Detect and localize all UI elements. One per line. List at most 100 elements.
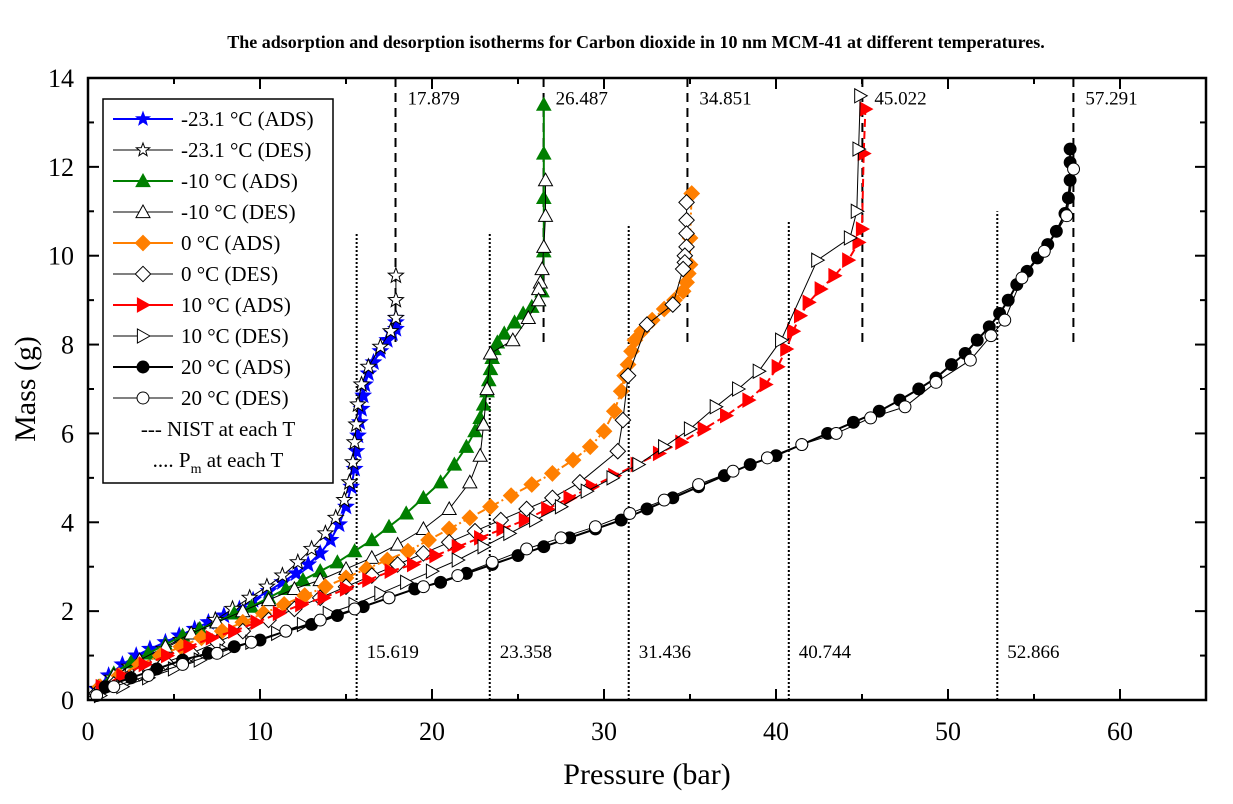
data-point [535, 145, 552, 160]
data-point [363, 549, 380, 564]
data-point [771, 358, 786, 375]
chart-title: The adsorption and desorption isotherms … [227, 32, 1045, 52]
data-point [382, 591, 396, 605]
data-point [638, 316, 656, 333]
axes: 0 10 20 30 40 50 60 0 2 4 6 8 10 12 14 [48, 64, 1208, 746]
data-point [998, 313, 1012, 327]
data-point [842, 252, 857, 269]
data-point [406, 556, 422, 573]
data-point [864, 411, 878, 425]
data-point [537, 172, 554, 187]
data-point [855, 221, 871, 237]
data-point [420, 531, 437, 549]
data-point [970, 333, 984, 347]
x-tick-label: 20 [419, 717, 445, 746]
data-point [675, 434, 690, 451]
data-point [359, 363, 378, 382]
data-point [482, 360, 499, 376]
legend-label: -23.1 °C (ADS) [181, 107, 314, 131]
data-point [657, 493, 671, 507]
data-point [286, 580, 303, 596]
nist-value-label: 45.022 [874, 89, 926, 110]
data-point [398, 505, 415, 520]
series-4 [91, 185, 701, 696]
legend-entry: -10 °C (ADS) [113, 169, 298, 193]
x-tick-label: 10 [247, 717, 273, 746]
data-point [852, 141, 867, 157]
data-point [451, 552, 466, 568]
legend-marker-star [134, 110, 152, 126]
data-point [415, 520, 432, 536]
data-point [541, 501, 556, 517]
legend-entry: -10 °C (DES) [113, 200, 296, 224]
data-point [116, 667, 131, 684]
data-point [429, 547, 444, 564]
data-point [1063, 142, 1077, 156]
data-point [614, 513, 628, 527]
data-point [664, 296, 682, 313]
data-point [502, 487, 520, 505]
legend-marker-star [134, 141, 152, 157]
data-point [580, 483, 595, 500]
data-point [674, 260, 692, 278]
x-tick-label: 40 [763, 717, 789, 746]
reference-lines: 15.619 23.358 31.436 40.744 52.866 17.879 26.4… [355, 78, 1138, 700]
legend-label: 20 °C (ADS) [181, 355, 291, 379]
legend-marker-triangle-right [136, 328, 152, 344]
x-tick-label: 50 [935, 717, 961, 746]
data-point [183, 638, 198, 655]
data-point [210, 646, 224, 660]
data-point [183, 625, 200, 640]
data-point [347, 415, 366, 433]
y-tick-label: 0 [61, 686, 74, 715]
data-point [176, 658, 190, 671]
data-point [384, 563, 399, 580]
data-point [349, 426, 367, 444]
data-point [720, 407, 735, 424]
data-point [140, 645, 157, 660]
data-point [846, 415, 860, 429]
data-point [511, 549, 525, 563]
pm-value-label: 40.744 [799, 642, 852, 663]
nist-value-label: 17.879 [408, 89, 460, 110]
data-point [479, 380, 495, 396]
data-point [475, 396, 492, 411]
legend-marker-circle [136, 391, 150, 405]
data-point [535, 189, 552, 205]
data-point [683, 421, 699, 437]
data-point [386, 266, 405, 284]
y-tick-label: 6 [61, 419, 74, 448]
data-point [343, 452, 362, 470]
data-point [503, 525, 518, 542]
y-tick-label: 12 [48, 153, 74, 182]
data-point [850, 203, 865, 220]
data-point [335, 490, 354, 508]
data-point [619, 367, 637, 385]
data-point [272, 605, 287, 622]
legend-marker-triangle-up [135, 172, 151, 188]
legend-label: 10 °C (ADS) [181, 293, 291, 317]
data-point [434, 575, 448, 589]
data-point [213, 622, 231, 640]
data-point [313, 613, 327, 627]
data-point [759, 376, 774, 393]
data-point [227, 640, 241, 654]
pm-value-label: 15.619 [367, 642, 419, 663]
data-point [349, 395, 367, 413]
y-tick-label: 8 [61, 331, 74, 360]
data-point [554, 498, 570, 515]
data-point [535, 96, 552, 111]
x-tick-label: 30 [591, 717, 617, 746]
legend-marker-triangle-right [136, 297, 152, 313]
data-point [359, 357, 378, 375]
legend-marker-diamond [134, 265, 152, 283]
x-axis-label: Pressure (bar) [563, 758, 730, 791]
data-point [386, 308, 405, 326]
data-point [1060, 209, 1074, 223]
legend-label-nist: --- NIST at each T [141, 417, 296, 441]
data-point [446, 456, 463, 471]
data-point [451, 569, 465, 583]
data-point [523, 476, 541, 493]
data-point [520, 309, 537, 325]
